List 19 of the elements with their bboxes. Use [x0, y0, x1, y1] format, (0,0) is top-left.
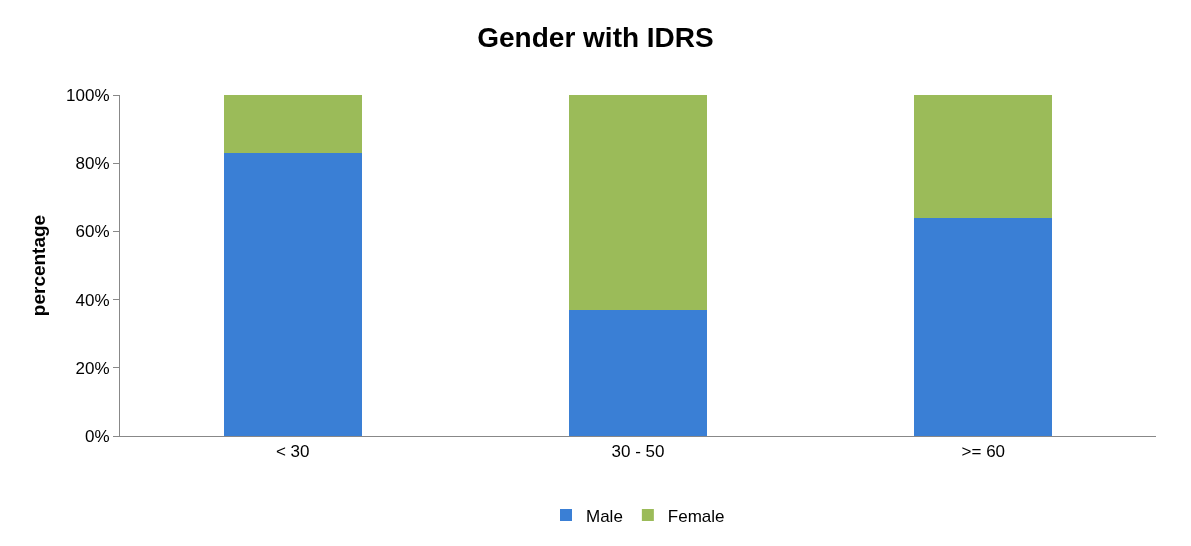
y-tick-label: 60%: [75, 222, 110, 242]
x-tick-label: < 30: [275, 442, 310, 462]
y-tick-label: 80%: [75, 154, 110, 174]
bar: [568, 309, 708, 436]
bar: [568, 95, 708, 310]
bar: [223, 95, 362, 153]
chart-title: Gender with IDRS: [477, 21, 714, 53]
bar: [223, 152, 362, 436]
y-axis-title: percentage: [27, 214, 49, 317]
x-tick-label: >= 60: [961, 442, 1006, 462]
y-tick-label: 40%: [75, 290, 110, 310]
bar: [914, 217, 1053, 436]
y-tick-label: 100%: [66, 85, 110, 105]
bar: [914, 95, 1053, 218]
y-tick-label: 0%: [85, 426, 110, 446]
y-tick-label: 20%: [75, 358, 110, 378]
legend-label: Male: [586, 506, 623, 526]
legend-label: Female: [667, 506, 725, 526]
x-tick-label: 30 - 50: [611, 442, 665, 462]
